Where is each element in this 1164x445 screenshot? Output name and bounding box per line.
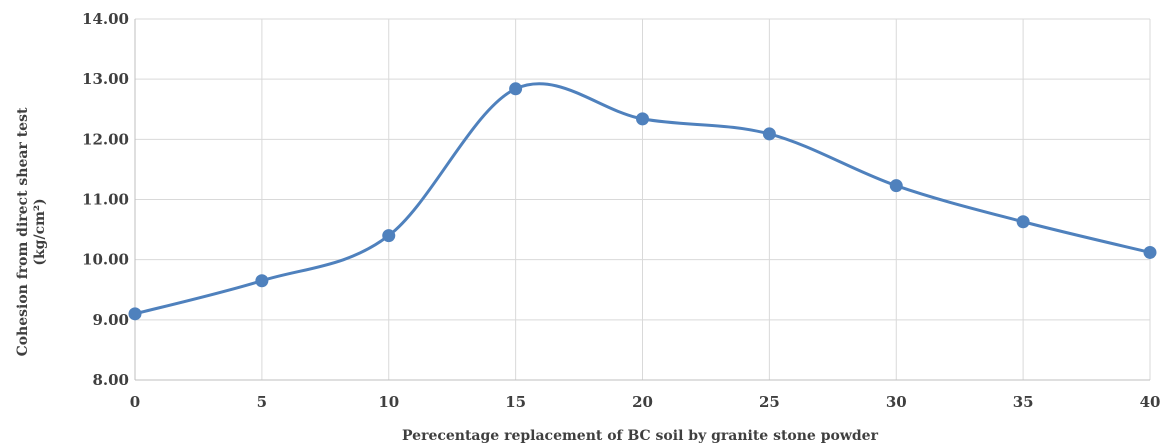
y-tick-labels: 8.00 9.00 10.00 11.00 12.00 13.00 14.00 [82, 10, 129, 389]
x-tick-labels: 0 5 10 15 20 25 30 35 40 [130, 393, 1161, 411]
x-tick-label: 5 [257, 393, 267, 411]
x-tick-label: 40 [1140, 393, 1161, 411]
data-point [382, 229, 396, 243]
x-tick-label: 25 [759, 393, 780, 411]
data-point [128, 307, 142, 321]
x-tick-label: 30 [886, 393, 907, 411]
y-tick-label: 10.00 [82, 251, 129, 269]
y-axis-title-line2: (kg/cm²) [32, 198, 48, 265]
x-tick-label: 20 [632, 393, 653, 411]
data-point [1143, 245, 1157, 259]
y-tick-label: 13.00 [82, 70, 129, 88]
y-axis-title: Cohesion from direct shear test (kg/cm²) [15, 107, 48, 356]
y-tick-label: 9.00 [92, 311, 129, 329]
x-axis-title: Perecentage replacement of BC soil by gr… [402, 428, 879, 444]
data-point [509, 82, 523, 96]
x-tick-label: 10 [378, 393, 399, 411]
data-point [636, 112, 649, 126]
gridlines [135, 18, 1151, 380]
series-line [134, 82, 1151, 316]
data-point [1016, 215, 1030, 229]
series-cohesion [128, 82, 1157, 321]
y-axis-title-line1: Cohesion from direct shear test [15, 107, 31, 356]
y-tick-label: 8.00 [92, 371, 129, 389]
data-point [762, 127, 776, 141]
x-tick-label: 0 [130, 393, 140, 411]
x-tick-label: 35 [1013, 393, 1034, 411]
data-point [255, 274, 269, 288]
data-point [889, 179, 903, 193]
y-tick-label: 14.00 [82, 10, 129, 28]
x-tick-label: 15 [505, 393, 526, 411]
y-tick-label: 11.00 [82, 191, 129, 209]
y-tick-label: 12.00 [82, 130, 129, 148]
